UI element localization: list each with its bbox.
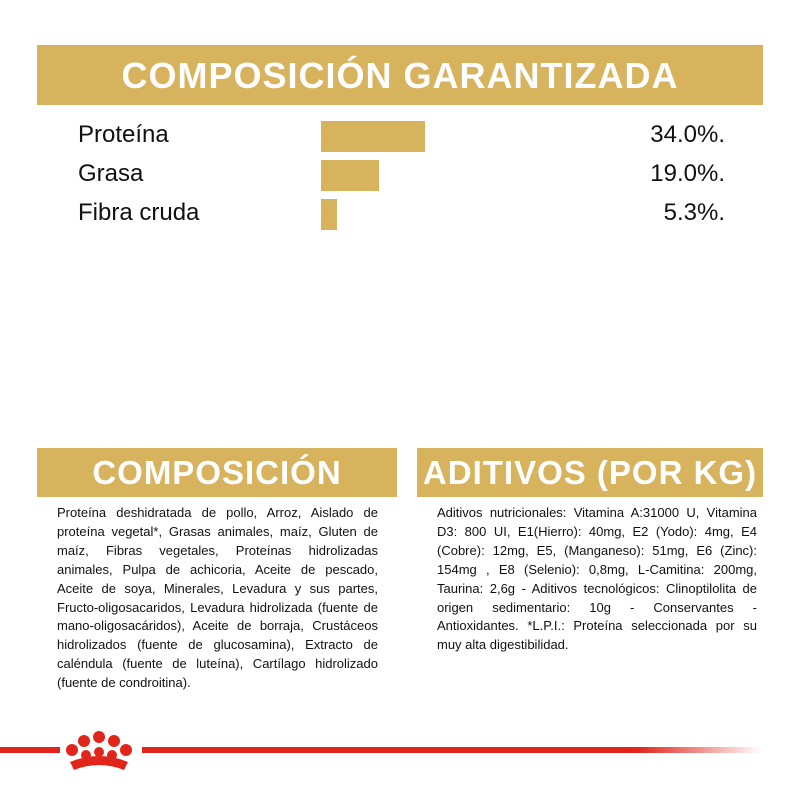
nutrient-value: 34.0%. (650, 121, 725, 148)
composition-title: COMPOSICIÓN (37, 448, 397, 497)
additives-text: Aditivos nutricionales: Vitamina A:31000… (437, 505, 757, 653)
additives-title: ADITIVOS (POR KG) (417, 448, 763, 497)
nutrient-bar (321, 199, 338, 230)
crown-logo (66, 731, 132, 770)
nutrient-name: Fibra cruda (78, 199, 200, 226)
header-title: COMPOSICIÓN GARANTIZADA (37, 45, 763, 105)
red-line (0, 747, 60, 753)
red-line (142, 747, 762, 753)
nutrient-bar (321, 160, 380, 191)
nutrient-name: Grasa (78, 160, 144, 187)
nutrient-value: 19.0%. (650, 160, 725, 187)
nutrient-name: Proteína (78, 121, 169, 148)
nutrient-value: 5.3%. (663, 199, 725, 226)
nutrient-bar (321, 121, 426, 152)
composition-text: Proteína deshidratada de pollo, Arroz, A… (57, 505, 378, 691)
